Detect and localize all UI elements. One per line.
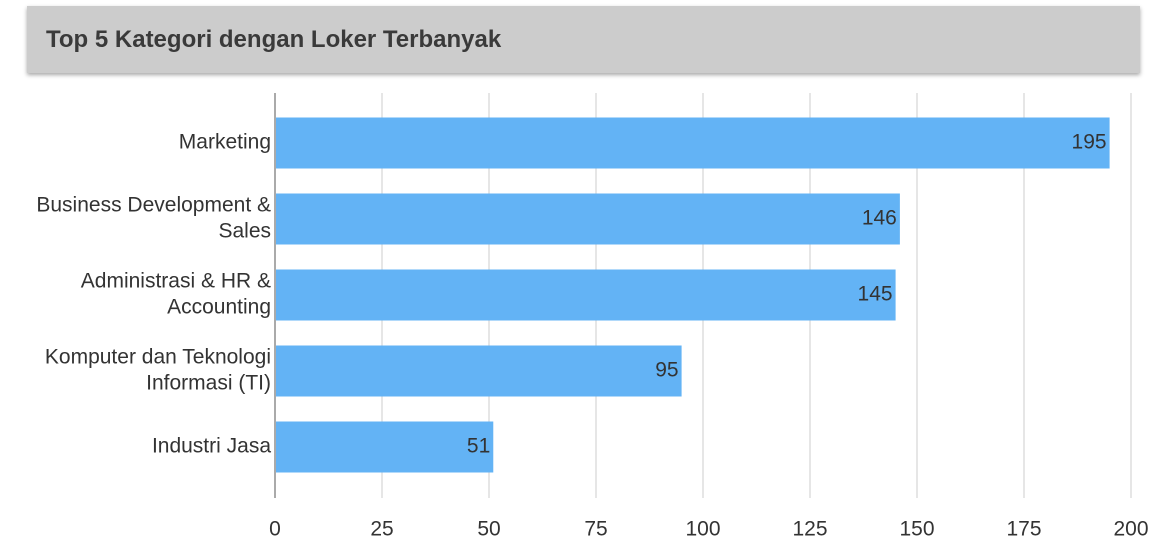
x-tick-label: 150 — [899, 518, 934, 541]
x-tick-label: 50 — [477, 518, 500, 541]
value-label: 195 — [1072, 131, 1107, 154]
x-tick-label: 200 — [1113, 518, 1148, 541]
category-label-line: Sales — [218, 220, 271, 243]
category-label: Marketing — [179, 131, 271, 154]
x-tick-label: 75 — [584, 518, 607, 541]
x-tick-label: 125 — [792, 518, 827, 541]
x-tick-label: 0 — [269, 518, 281, 541]
bars — [276, 117, 1110, 473]
x-tick-label: 25 — [370, 518, 393, 541]
category-label-line: Accounting — [167, 296, 271, 319]
value-label: 95 — [655, 359, 678, 382]
bar — [276, 345, 682, 397]
category-label: Administrasi & HR & Accounting — [81, 270, 271, 319]
category-label-line: Administrasi & HR & — [81, 270, 271, 293]
x-tick-labels: 0 25 50 75 100 125 150 175 200 — [269, 518, 1148, 541]
category-label-line: Informasi (TI) — [146, 372, 271, 395]
category-label: Industri Jasa — [152, 435, 271, 458]
value-label: 145 — [858, 283, 893, 306]
x-tick-label: 100 — [685, 518, 720, 541]
category-label-line: Marketing — [179, 131, 271, 154]
chart-title: Top 5 Kategori dengan Loker Terbanyak — [46, 25, 502, 53]
category-label-line: Business Development & — [36, 194, 271, 217]
category-labels: Marketing Business Development & Sales Admi… — [36, 131, 271, 458]
value-labels: 195 146 145 95 51 — [467, 131, 1107, 458]
value-label: 146 — [862, 207, 897, 230]
category-label-line: Industri Jasa — [152, 435, 271, 458]
category-label: Business Development & Sales — [36, 194, 271, 243]
bar — [276, 269, 896, 321]
category-label: Komputer dan Teknologi Informasi (TI) — [45, 346, 271, 395]
bar — [276, 421, 494, 473]
bar — [276, 117, 1110, 169]
bar — [276, 193, 900, 245]
x-tick-label: 175 — [1006, 518, 1041, 541]
category-label-line: Komputer dan Teknologi — [45, 346, 271, 369]
chart-title-bar: Top 5 Kategori dengan Loker Terbanyak — [27, 6, 1140, 73]
value-label: 51 — [467, 435, 490, 458]
